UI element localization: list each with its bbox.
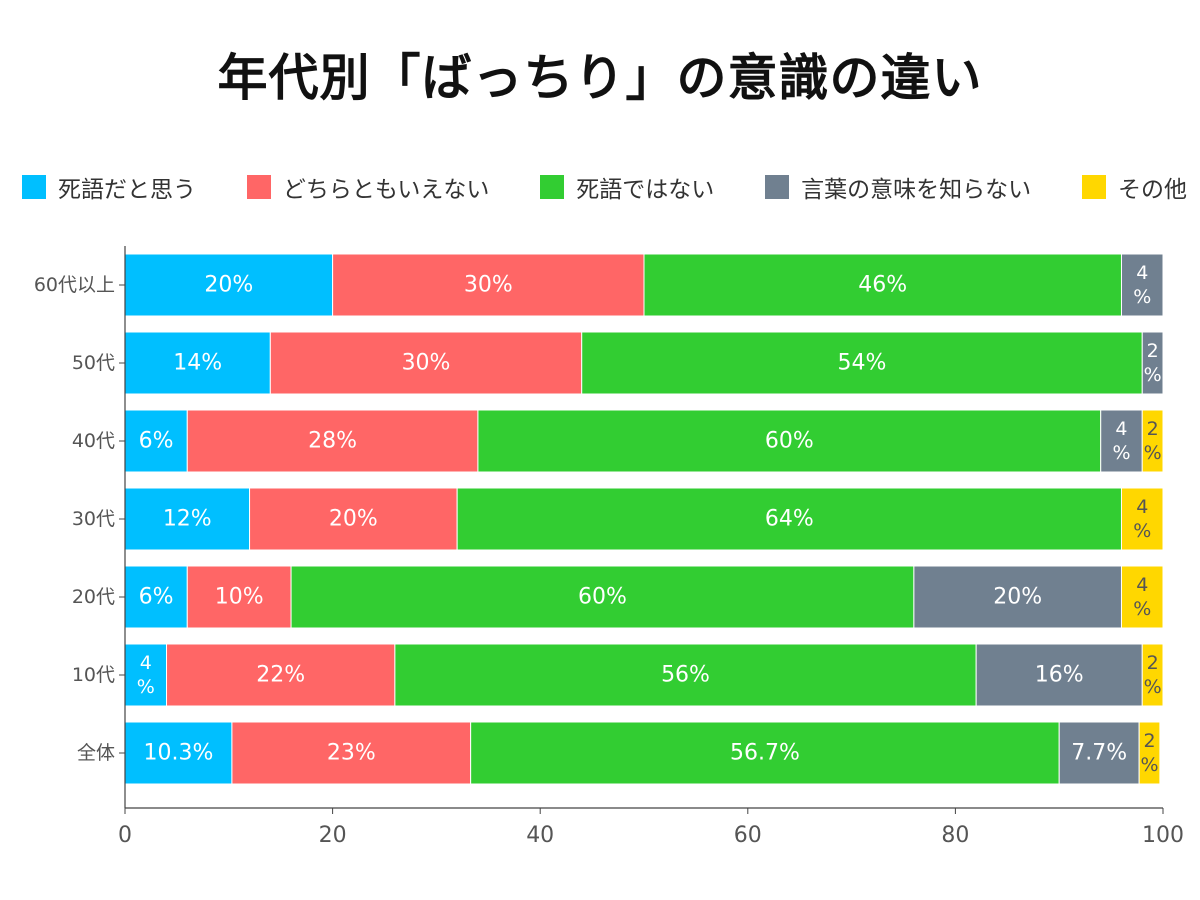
legend-item: 言葉の意味を知らない (765, 170, 1031, 204)
data-label: 7.7% (1071, 741, 1127, 766)
y-tick-label: 50代 (72, 352, 115, 374)
legend-item: その他 (1081, 170, 1187, 204)
data-label: 56% (661, 663, 710, 688)
y-tick-label: 30代 (72, 508, 115, 530)
data-label: 10.3% (144, 741, 214, 766)
y-tick-label: 60代以上 (34, 274, 115, 296)
data-label: 12% (163, 507, 212, 532)
data-label: 4% (1133, 262, 1151, 308)
bar-segment (124, 487, 251, 551)
data-label: 2% (1140, 730, 1158, 776)
legend-item: どちらともいえない (246, 170, 490, 204)
y-tick-label: 全体 (77, 742, 115, 764)
bar-segment (477, 409, 1102, 473)
bar-segment (394, 643, 977, 707)
data-label: 16% (1035, 663, 1084, 688)
bar-segment (124, 565, 188, 629)
bar-segment (1120, 487, 1164, 551)
data-label: 20% (329, 507, 378, 532)
bar-segment (186, 409, 479, 473)
legend: 死語だと思う どちらともいえない 死語ではない 言葉の意味を知らない その他 (22, 170, 1187, 204)
legend-swatch (246, 175, 271, 199)
data-label: 30% (464, 273, 513, 298)
data-label: 56.7% (730, 741, 800, 766)
bar-segment (581, 331, 1143, 395)
data-label: 4% (1133, 574, 1151, 620)
data-label: 64% (765, 507, 814, 532)
x-tick-label: 80 (941, 823, 969, 848)
bar-segment (290, 565, 915, 629)
bar-segment (249, 487, 458, 551)
data-label: 2% (1144, 418, 1162, 464)
data-label: 46% (858, 273, 907, 298)
legend-label: 死語ではない (576, 177, 715, 203)
bar-segment (1120, 253, 1164, 317)
y-tick-label: 10代 (72, 664, 115, 686)
data-label: 28% (308, 429, 357, 454)
legend-swatch (1081, 175, 1106, 199)
x-tick-label: 0 (118, 823, 132, 848)
bar-segment (1138, 721, 1161, 785)
data-label: 4% (137, 652, 155, 698)
bar-segment (1141, 643, 1164, 707)
data-label: 23% (327, 741, 376, 766)
bar-segment (124, 409, 188, 473)
legend-label: その他 (1117, 177, 1187, 203)
legend-item: 死語ではない (540, 170, 714, 204)
data-label: 2% (1144, 652, 1162, 698)
data-label: 20% (204, 273, 253, 298)
bar-segment (1120, 565, 1164, 629)
data-label: 6% (139, 585, 174, 610)
legend-label: どちらともいえない (282, 177, 490, 203)
bar-segment (1141, 331, 1164, 395)
bar-segment (913, 565, 1122, 629)
data-label: 6% (139, 429, 174, 454)
data-label: 4% (1112, 418, 1130, 464)
bar-segment (124, 331, 271, 395)
data-label: 22% (256, 663, 305, 688)
data-label: 60% (765, 429, 814, 454)
bar-segment (1141, 409, 1164, 473)
y-tick-label: 40代 (72, 430, 115, 452)
legend-swatch (22, 175, 46, 199)
x-tick-label: 20 (319, 823, 347, 848)
data-label: 30% (402, 351, 451, 376)
bar-segment (269, 331, 583, 395)
data-label: 54% (838, 351, 887, 376)
bar-segment (470, 721, 1060, 785)
bar-segment (1100, 409, 1143, 473)
bar-segment (124, 643, 168, 707)
x-tick-label: 100 (1142, 823, 1184, 848)
chart-title: 年代別「ばっちり」の意識の違い (217, 49, 983, 107)
bar-segment (456, 487, 1122, 551)
y-tick-label: 20代 (72, 586, 115, 608)
bar-segment (166, 643, 396, 707)
x-tick-label: 60 (734, 823, 762, 848)
bar-segment (332, 253, 645, 317)
data-label: 10% (215, 585, 264, 610)
data-label: 2% (1144, 340, 1162, 386)
data-label: 20% (993, 585, 1042, 610)
data-label: 4% (1133, 496, 1151, 542)
bar-segment (975, 643, 1143, 707)
legend-swatch (540, 175, 565, 199)
data-label: 14% (173, 351, 222, 376)
legend-item: 死語だと思う (22, 170, 196, 204)
bar-segment (643, 253, 1122, 317)
legend-label: 言葉の意味を知らない (801, 177, 1032, 203)
legend-swatch (765, 175, 790, 199)
data-label: 60% (578, 585, 627, 610)
legend-label: 死語だと思う (58, 177, 196, 203)
x-tick-label: 40 (526, 823, 554, 848)
